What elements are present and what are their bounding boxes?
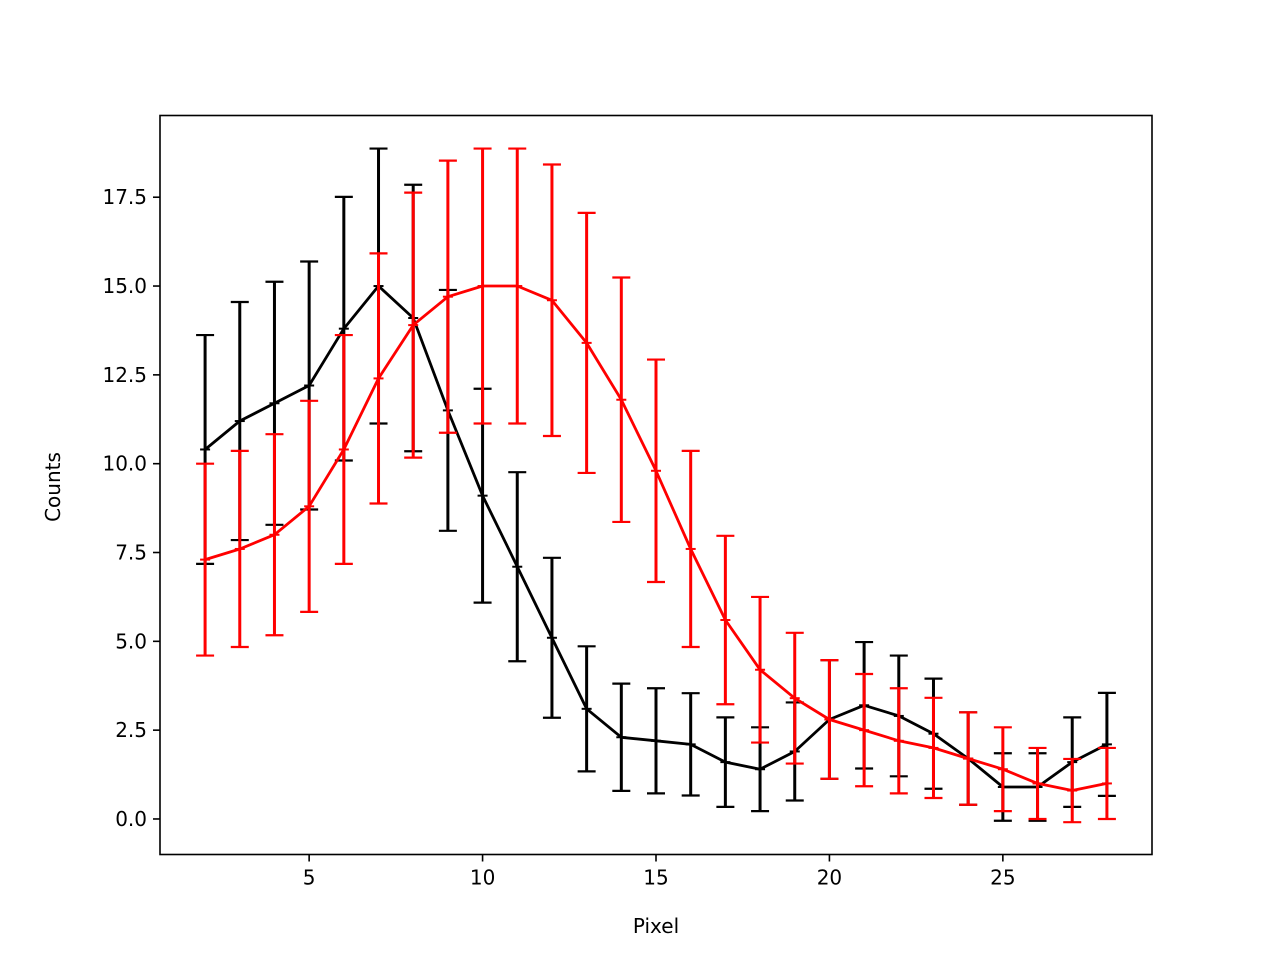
y-tick-label: 17.5 — [102, 185, 147, 209]
x-tick-label: 5 — [303, 866, 316, 890]
y-axis: 0.0 2.5 5.0 7.5 10.0 12.5 15.0 17.5 — [102, 185, 160, 831]
y-tick-label: 5.0 — [115, 629, 147, 653]
series-layer — [196, 147, 1116, 824]
y-tick-label: 10.0 — [102, 452, 147, 476]
x-tick-label: 20 — [817, 866, 842, 890]
y-tick-label: 7.5 — [115, 541, 147, 565]
x-tick-label: 25 — [990, 866, 1015, 890]
y-tick-label: 15.0 — [102, 274, 147, 298]
x-tick-label: 15 — [643, 866, 668, 890]
y-tick-label: 0.0 — [115, 807, 147, 831]
y-tick-label: 12.5 — [102, 363, 147, 387]
y-axis-label: Counts — [41, 452, 65, 522]
x-axis-label: Pixel — [633, 914, 679, 938]
x-tick-label: 10 — [470, 866, 495, 890]
y-tick-label: 2.5 — [115, 718, 147, 742]
series-2 — [196, 147, 1116, 824]
x-axis: 5 10 15 20 25 — [303, 854, 1016, 890]
